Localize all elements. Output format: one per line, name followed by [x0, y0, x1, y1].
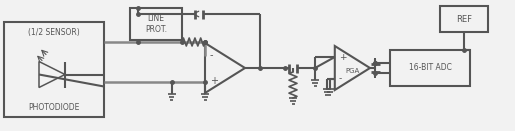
- Text: (1/2 SENSOR): (1/2 SENSOR): [28, 28, 80, 37]
- Text: LINE
PROT.: LINE PROT.: [145, 14, 167, 34]
- Text: +: +: [210, 75, 218, 86]
- Bar: [440, 6, 488, 32]
- Text: PHOTODIODE: PHOTODIODE: [28, 103, 80, 113]
- Text: -: -: [210, 50, 214, 61]
- Text: PGA: PGA: [345, 68, 359, 74]
- Bar: [390, 50, 470, 86]
- Text: -: -: [339, 75, 342, 83]
- Text: REF: REF: [456, 15, 472, 23]
- Bar: [4, 22, 104, 117]
- Text: 16-BIT ADC: 16-BIT ADC: [408, 64, 452, 72]
- Text: +: +: [339, 53, 346, 61]
- Bar: [130, 8, 182, 40]
